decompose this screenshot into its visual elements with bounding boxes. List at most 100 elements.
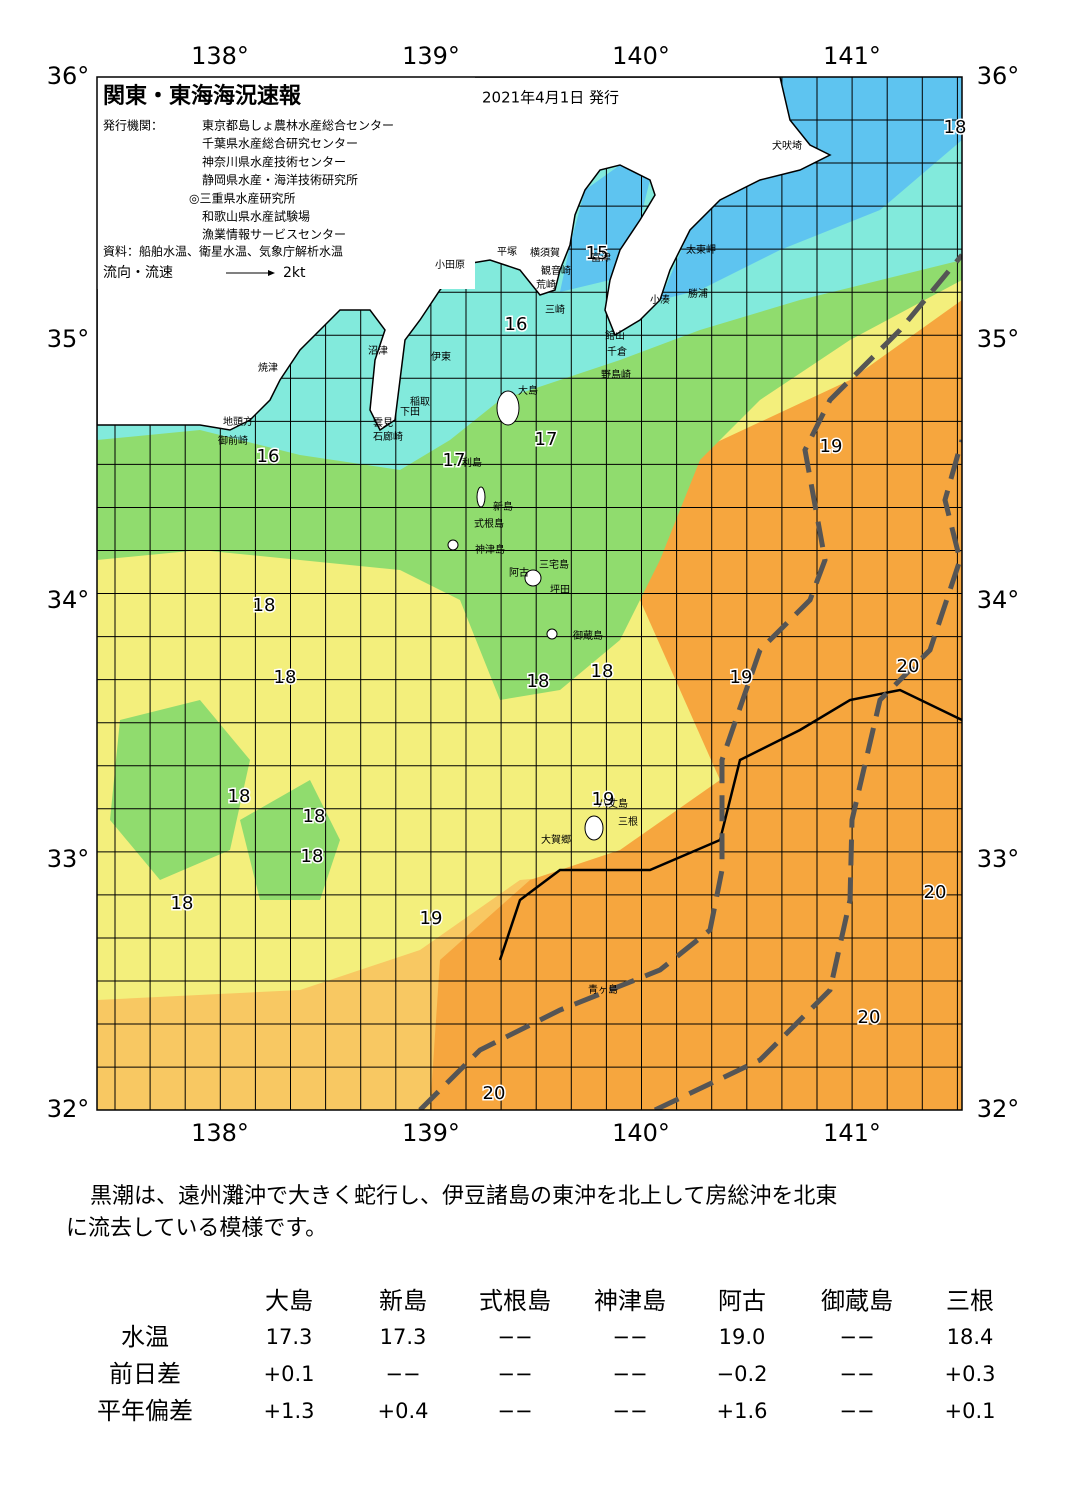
temperature-label: 18 xyxy=(527,671,550,692)
place-name: 稲取 xyxy=(410,396,430,408)
place-name: 大島 xyxy=(518,384,538,397)
longitude-label: 139° xyxy=(402,42,460,70)
temperature-label: 18 xyxy=(253,595,276,616)
data-source: 資料：船舶水温、衛星水温、気象庁解析水温 xyxy=(103,244,343,259)
latitude-label: 34° xyxy=(47,586,90,614)
temperature-label: 18 xyxy=(944,117,967,138)
table-cell: −− xyxy=(612,1362,647,1386)
place-name: 御蔵島 xyxy=(573,629,603,642)
table-cell: 18.4 xyxy=(947,1325,994,1349)
table-cell: 19.0 xyxy=(719,1325,766,1349)
table-header: 三根 xyxy=(946,1287,994,1315)
table-cell: +0.1 xyxy=(945,1399,996,1423)
temperature-label: 16 xyxy=(257,446,280,467)
place-name: 太東岬 xyxy=(686,243,716,256)
place-name: 大賀郷 xyxy=(541,833,571,846)
temperature-label: 18 xyxy=(228,786,251,807)
map-title: 関東・東海海況速報 xyxy=(103,83,302,109)
temperature-label: 18 xyxy=(591,661,614,682)
place-name: 八丈島 xyxy=(598,797,628,810)
table-row-label: 前日差 xyxy=(109,1360,181,1388)
latitude-label: 36° xyxy=(977,62,1020,90)
map-frame xyxy=(96,76,963,1111)
publisher: ◎三重県水産研究所 xyxy=(189,190,295,205)
latitude-label: 33° xyxy=(47,845,90,873)
latitude-label: 34° xyxy=(977,586,1020,614)
place-name: 横須賀 xyxy=(530,246,560,259)
table-cell: −0.2 xyxy=(717,1362,768,1386)
table-cell: +0.3 xyxy=(945,1362,996,1386)
place-name: 観音崎 xyxy=(541,264,571,277)
publisher-label: 発行機関： xyxy=(103,118,163,133)
table-row-label: 平年偏差 xyxy=(97,1397,193,1425)
place-name: 焼津 xyxy=(258,362,278,374)
island xyxy=(496,390,520,426)
longitude-label: 140° xyxy=(612,1119,670,1147)
table-cell: −− xyxy=(839,1325,874,1349)
longitude-label: 140° xyxy=(612,42,670,70)
contour-line xyxy=(498,688,962,961)
place-name: 利島 xyxy=(462,456,482,469)
place-name: 阿古 xyxy=(509,566,529,579)
place-name: 千倉 xyxy=(607,345,627,358)
temperature-label: 19 xyxy=(420,908,443,929)
place-name: 平塚 xyxy=(497,246,517,258)
issue-date: 2021年4月1日 発行 xyxy=(482,89,619,107)
flow-label: 流向・流速 xyxy=(103,265,173,281)
place-name: 館山 xyxy=(605,329,625,342)
table-cell: −− xyxy=(839,1399,874,1423)
table-header: 神津島 xyxy=(594,1287,666,1315)
table-cell: 17.3 xyxy=(380,1325,427,1349)
place-name: 下田 xyxy=(400,407,420,418)
table-cell: −− xyxy=(612,1325,647,1349)
table-header: 新島 xyxy=(379,1287,427,1315)
place-name: 新島 xyxy=(493,500,513,513)
sea-blue xyxy=(560,165,650,292)
temperature-label: 17 xyxy=(535,429,558,450)
table-row-label: 水温 xyxy=(121,1323,169,1351)
temperature-label: 19 xyxy=(730,667,753,688)
sea-temperature-map xyxy=(97,77,962,1110)
place-name: 石廊崎 xyxy=(373,430,403,443)
place-name: 犬吠埼 xyxy=(772,139,802,152)
kuroshio-axis xyxy=(418,253,962,1110)
table-cell: −− xyxy=(385,1362,420,1386)
island xyxy=(524,569,542,587)
place-name: 小田原 xyxy=(435,259,465,271)
place-name: 三宅島 xyxy=(539,558,569,571)
longitude-label: 139° xyxy=(402,1119,460,1147)
island xyxy=(447,539,459,551)
publisher: 千葉県水産総合研究センター xyxy=(202,136,358,151)
temperature-label: 18 xyxy=(274,667,297,688)
temperature-label: 20 xyxy=(924,882,947,903)
table-cell: −− xyxy=(497,1325,532,1349)
table-cell: +1.3 xyxy=(264,1399,315,1423)
publisher: 静岡県水産・海洋技術研究所 xyxy=(202,172,358,187)
latitude-label: 35° xyxy=(977,325,1020,353)
table-header: 大島 xyxy=(265,1287,313,1315)
place-name: 荒崎 xyxy=(536,278,556,291)
comment-line: に流去している模様です。 xyxy=(66,1216,327,1241)
temperature-label: 19 xyxy=(820,436,843,457)
temperature-label: 18 xyxy=(301,846,324,867)
table-cell: −− xyxy=(497,1399,532,1423)
flow-scale-arrowhead xyxy=(268,270,275,276)
place-name: 神津島 xyxy=(475,543,505,556)
sea-orange xyxy=(430,300,962,1110)
place-name: 小湊 xyxy=(650,293,670,306)
publisher: 和歌山県水産試験場 xyxy=(202,209,310,224)
place-name: 地頭方 xyxy=(223,415,253,428)
latitude-label: 33° xyxy=(977,845,1020,873)
island xyxy=(584,815,604,841)
publisher: 漁業情報サービスセンター xyxy=(202,228,346,242)
place-name: 三崎 xyxy=(545,303,565,316)
kuroshio-axis xyxy=(653,439,962,1110)
sea-green xyxy=(110,700,250,880)
latitude-label: 32° xyxy=(977,1095,1020,1123)
table-header: 御蔵島 xyxy=(821,1287,893,1315)
place-name: 雲見 xyxy=(373,417,393,429)
table-cell: 17.3 xyxy=(266,1325,313,1349)
place-name: 富津 xyxy=(591,251,611,264)
table-cell: −− xyxy=(612,1399,647,1423)
